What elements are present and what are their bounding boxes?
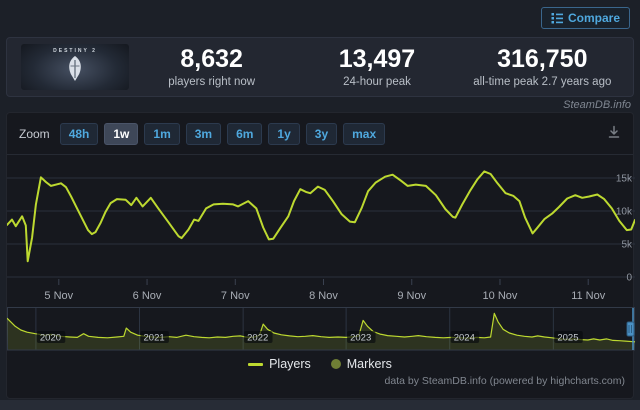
legend-item-markers[interactable]: Markers [330,357,392,372]
svg-text:10 Nov: 10 Nov [483,290,518,302]
page-header: Compare [0,0,640,36]
zoom-divider [7,154,633,156]
chart-credit: data by SteamDB.info (powered by highcha… [384,375,625,388]
svg-text:2022: 2022 [247,333,268,344]
markers-dot-swatch [330,359,341,370]
current-players-caption: players right now [168,75,256,88]
compare-button-label: Compare [567,11,620,25]
zoom-button-1w[interactable]: 1w [104,123,139,146]
svg-text:6 Nov: 6 Nov [133,290,162,302]
svg-text:8 Nov: 8 Nov [309,290,338,302]
svg-text:2025: 2025 [557,333,578,344]
peak-24h-caption: 24-hour peak [343,75,411,88]
legend-item-players[interactable]: Players [248,357,311,371]
players-chart[interactable]: 0 5k 10k 15k 5 Nov 6 Nov 7 Nov 8 Nov 9 Nov 10 Nov… [7,159,635,307]
navigator-handle[interactable] [626,308,635,351]
svg-text:11 Nov: 11 Nov [571,290,606,302]
navigator-chart[interactable]: 2020 2021 2022 2023 2024 2025 [7,307,635,351]
page-below-content [0,400,640,410]
svg-text:15k: 15k [616,174,633,185]
svg-text:9 Nov: 9 Nov [397,290,426,302]
zoom-controls: Zoom 48h 1w 1m 3m 6m 1y 3y max [7,113,633,154]
peak-24h-value: 13,497 [338,45,416,74]
svg-text:2024: 2024 [454,333,475,344]
alltime-peak-caption: all-time peak 2.7 years ago [473,75,612,88]
zoom-button-3y[interactable]: 3y [305,123,338,146]
svg-text:5 Nov: 5 Nov [44,290,73,302]
stats-panel: DESTINY 2 8,632 players right now 13,497… [6,37,634,97]
game-title: DESTINY 2 [53,48,97,54]
legend-markers-label: Markers [346,357,392,372]
zoom-button-1y[interactable]: 1y [268,123,300,146]
svg-text:7 Nov: 7 Nov [221,290,250,302]
export-download-icon[interactable] [607,125,621,144]
players-line-swatch [248,363,264,366]
compare-button[interactable]: Compare [540,7,630,29]
stat-alltime-peak: 316,750 all-time peak 2.7 years ago [460,46,625,88]
zoom-button-max[interactable]: max [343,123,386,146]
legend-players-label: Players [269,357,311,372]
zoom-button-48h[interactable]: 48h [59,123,99,146]
chart-panel: Zoom 48h 1w 1m 3m 6m 1y 3y max 0 5k 10k 15k… [6,112,635,399]
zoom-button-1m[interactable]: 1m [144,123,180,146]
stat-24h-peak: 13,497 24-hour peak [294,46,459,88]
steamdb-watermark: SteamDB.info [563,99,631,111]
svg-text:2023: 2023 [350,333,371,344]
svg-text:2021: 2021 [144,333,165,344]
zoom-label: Zoom [19,127,50,142]
game-thumbnail[interactable]: DESTINY 2 [21,44,129,90]
svg-text:2020: 2020 [40,333,61,344]
alltime-peak-value: 316,750 [497,45,588,74]
current-players-value: 8,632 [180,45,243,74]
stat-current-players: 8,632 players right now [129,46,294,88]
zoom-button-6m[interactable]: 6m [227,123,263,146]
chart-legend: Players Markers [7,356,633,372]
zoom-button-3m[interactable]: 3m [185,123,222,146]
svg-text:5k: 5k [621,240,633,251]
compare-list-ol-icon [551,12,563,24]
svg-text:0: 0 [626,273,632,284]
svg-text:10k: 10k [616,207,633,218]
